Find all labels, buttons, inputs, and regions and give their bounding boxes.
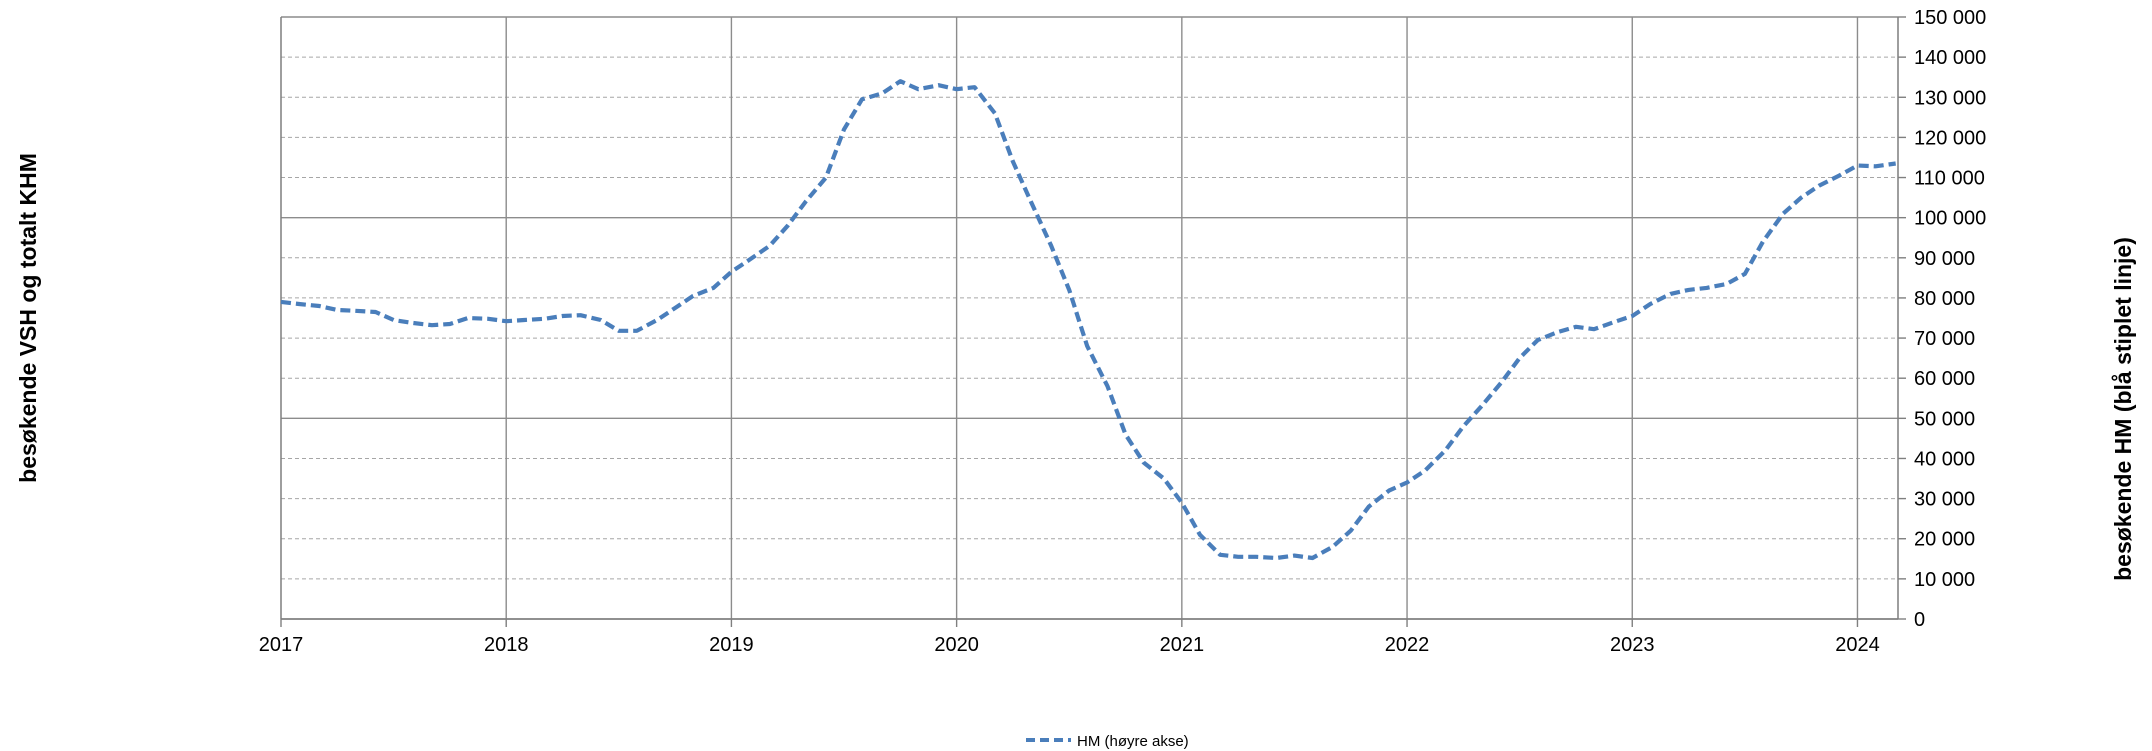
legend-label: HM (høyre akse) (1077, 733, 1189, 750)
y-tick-label: 90 000 (1914, 248, 1975, 270)
y-tick-label: 140 000 (1914, 47, 1986, 69)
x-tick-label: 2019 (709, 634, 754, 656)
x-tick-label: 2024 (1835, 634, 1880, 656)
series-layer (280, 79, 1896, 561)
x-tick-label: 2018 (484, 634, 529, 656)
y-tick-label: 70 000 (1914, 328, 1975, 350)
right-axis-title: besøkende HM (blå stiplet linje) (2110, 237, 2136, 581)
y-tick-label: 120 000 (1914, 127, 1986, 149)
x-tick-label: 2020 (934, 634, 979, 656)
y-tick-label: 60 000 (1914, 368, 1975, 390)
y-tick-label: 150 000 (1914, 7, 1986, 29)
y-tick-label: 130 000 (1914, 87, 1986, 109)
plot-frame (280, 17, 1899, 620)
x-tick-label: 2017 (259, 634, 304, 656)
x-axis: 2017 2018 2019 2020 2021 2022 2023 2024 (259, 619, 1880, 656)
y-tick-label: 0 (1914, 609, 1925, 631)
left-axis-title: besøkende VSH og totalt KHM (15, 153, 41, 483)
y-tick-label: 100 000 (1914, 208, 1986, 230)
series-line-hm (280, 79, 1896, 561)
x-tick-label: 2023 (1610, 634, 1655, 656)
y-tick-label: 10 000 (1914, 569, 1975, 591)
y-tick-label: 30 000 (1914, 489, 1975, 511)
y-tick-label: 80 000 (1914, 288, 1975, 310)
x-tick-label: 2022 (1385, 634, 1430, 656)
x-tick-label: 2021 (1160, 634, 1205, 656)
grid-layer (281, 16, 1898, 620)
legend: HM (høyre akse) (1026, 733, 1189, 750)
y-tick-label: 40 000 (1914, 448, 1975, 470)
y-tick-label: 50 000 (1914, 408, 1975, 430)
y-tick-label: 20 000 (1914, 529, 1975, 551)
y-tick-label: 110 000 (1914, 168, 1985, 190)
y-axis-right: 0 10 000 20 000 30 000 40 000 50 000 60 000 70 … (1898, 7, 1986, 631)
